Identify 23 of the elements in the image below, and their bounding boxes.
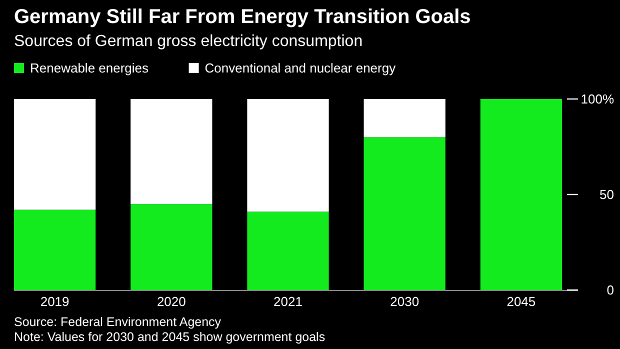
x-tick-label: 2019 (40, 294, 70, 309)
y-tick-label: 50 (600, 187, 614, 202)
bar (364, 99, 446, 138)
x-tick-label: 2045 (506, 294, 536, 309)
bar (14, 99, 96, 210)
chart-title: Germany Still Far From Energy Transition Goals (14, 6, 471, 28)
legend-label: Renewable energies (30, 60, 150, 76)
bar (247, 212, 329, 290)
bar (480, 99, 562, 290)
bar (247, 99, 329, 212)
legend-label: Conventional and nuclear energy (204, 60, 396, 76)
y-tick-label: 0 (606, 282, 614, 298)
x-tick-label: 2020 (156, 294, 186, 309)
bar (364, 137, 446, 290)
x-tick-label: 2021 (274, 294, 302, 309)
text: Note: Values for 2030 and 2045 show government goals (14, 330, 326, 344)
x-tick-label: 2030 (390, 294, 420, 309)
chart-subtitle: Sources of German gross electricity consumption (14, 33, 363, 50)
bar (130, 99, 212, 204)
source-note: Source: Federal Environment Agency (14, 315, 222, 329)
y-tick-label: 100% (580, 92, 614, 106)
bar (14, 210, 96, 290)
bar (130, 204, 212, 290)
